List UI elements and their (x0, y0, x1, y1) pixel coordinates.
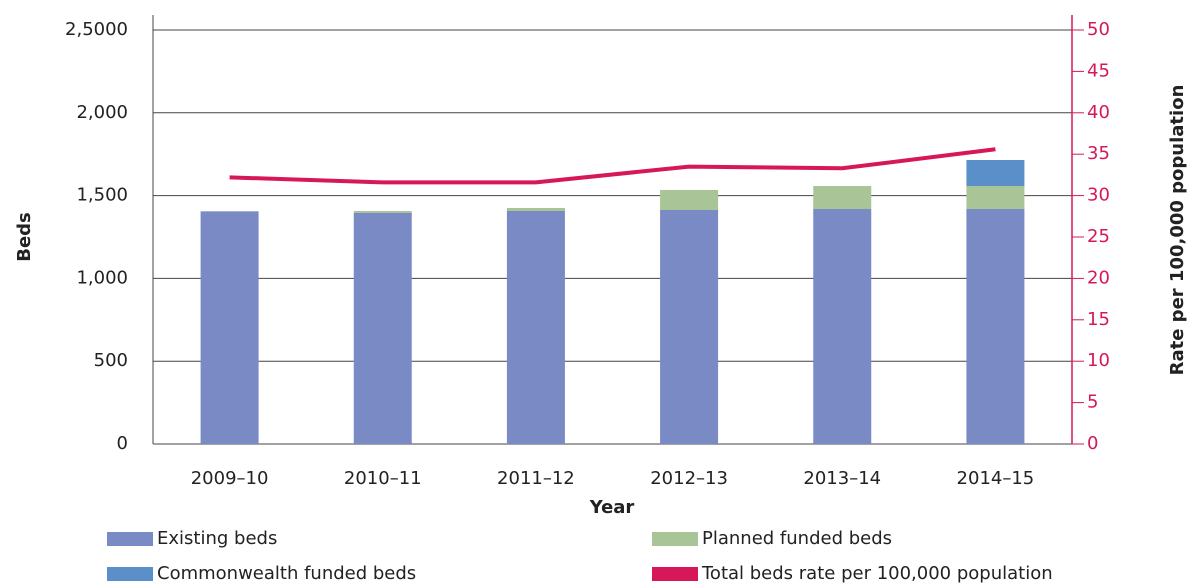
bar-segment (506, 211, 565, 444)
y-tick-label: 1,500 (76, 185, 128, 206)
bar-segment (813, 209, 872, 444)
y2-tick-label: 15 (1087, 309, 1110, 330)
legend-label: Total beds rate per 100,000 population (701, 563, 1053, 584)
x-tick-label: 2013–14 (803, 468, 881, 489)
legend-label: Planned funded beds (702, 528, 892, 549)
bar-segment (966, 209, 1025, 444)
y2-tick-label: 5 (1087, 392, 1098, 413)
bar-segment (966, 185, 1025, 210)
y2-axis-label: Rate per 100,000 population (1167, 85, 1188, 376)
y2-tick-label: 0 (1087, 433, 1098, 454)
legend-swatch (652, 532, 698, 546)
legend-swatch (107, 532, 153, 546)
y2-tick-label: 25 (1087, 226, 1110, 247)
y-tick-label: 2,000 (76, 102, 128, 123)
rate-line (229, 147, 996, 185)
bar-segment (200, 211, 259, 444)
x-tick-label: 2009–10 (191, 468, 269, 489)
y-axis-label: Beds (14, 212, 35, 262)
bar-segment (506, 208, 565, 212)
y2-tick-label: 40 (1087, 102, 1110, 123)
y-tick-label: 1,000 (76, 267, 128, 288)
x-axis-label: Year (589, 497, 635, 518)
y2-tick-label: 45 (1087, 60, 1110, 81)
y-tick-label: 500 (94, 350, 128, 371)
y-tick-label: 0 (117, 433, 128, 454)
legend-label: Existing beds (157, 528, 277, 549)
y2-tick-label: 35 (1087, 143, 1110, 164)
legend-swatch (107, 567, 153, 581)
y2-tick-label: 10 (1087, 350, 1110, 371)
y2-tick-label: 50 (1087, 19, 1110, 40)
bar-segment (660, 210, 719, 444)
x-tick-label: 2014–15 (957, 468, 1035, 489)
bar-segment (966, 159, 1025, 186)
y2-tick-label: 30 (1087, 185, 1110, 206)
x-tick-label: 2010–11 (344, 468, 422, 489)
x-tick-label: 2012–13 (650, 468, 728, 489)
bar-segment (813, 185, 872, 210)
legend-label: Commonwealth funded beds (157, 563, 416, 584)
bar-segment (660, 189, 719, 211)
y2-tick-label: 20 (1087, 267, 1110, 288)
bar-segment (353, 211, 412, 213)
legend-swatch (652, 567, 698, 581)
x-tick-label: 2011–12 (497, 468, 575, 489)
bar-segment (353, 212, 412, 444)
y-tick-label: 2,5000 (65, 19, 128, 40)
